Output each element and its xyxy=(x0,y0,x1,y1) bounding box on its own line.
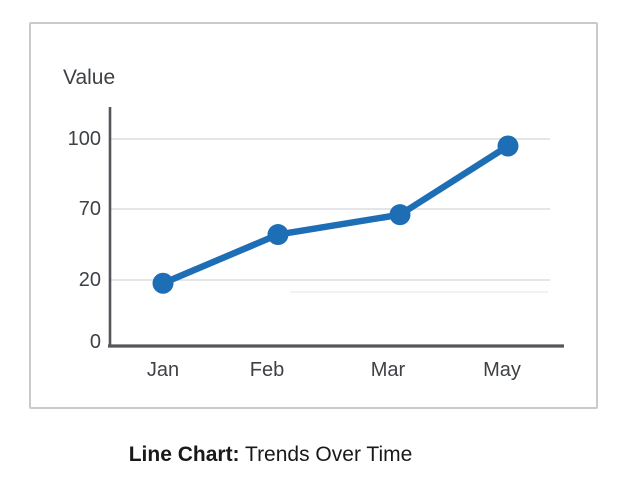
x-axis-label-jan: Jan xyxy=(146,359,180,381)
y-tick-label-100: 100 xyxy=(67,128,101,150)
x-axis-label-feb: Feb xyxy=(249,359,285,381)
y-axis-title: Value xyxy=(63,66,116,89)
x-axis-label-mar: Mar xyxy=(370,359,406,381)
y-tick-label-20: 20 xyxy=(78,269,101,291)
chart-caption: Line Chart: Trends Over Time xyxy=(0,442,541,468)
y-tick-label-70: 70 xyxy=(78,198,101,220)
caption-prefix: Line Chart: xyxy=(128,443,240,466)
x-axis-label-may: May xyxy=(483,359,521,381)
caption-text: Trends Over Time xyxy=(239,443,413,466)
y-tick-label-0: 0 xyxy=(89,331,101,353)
